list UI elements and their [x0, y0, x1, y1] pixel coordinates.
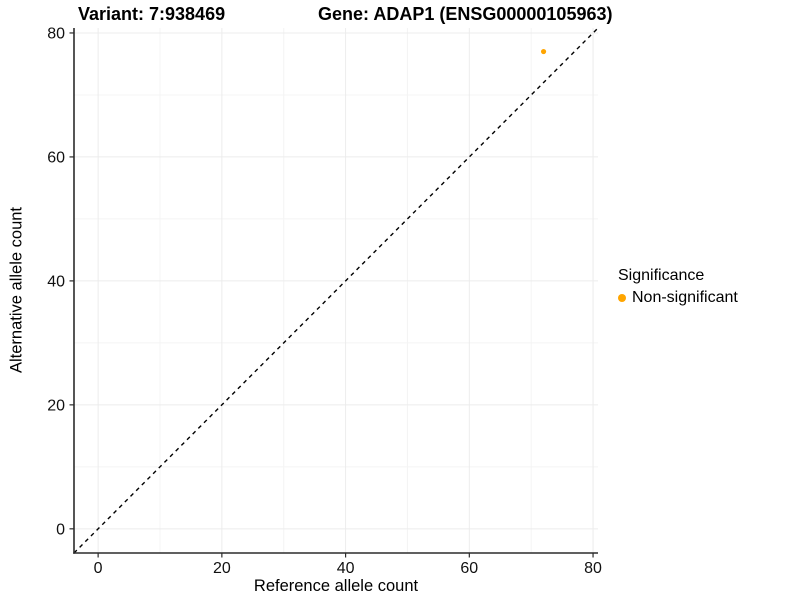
x-tick-label: 0 — [94, 560, 103, 577]
data-point — [540, 48, 547, 55]
x-tick-label: 20 — [213, 560, 231, 577]
legend: Significance Non-significant — [618, 267, 738, 307]
x-axis-title: Reference allele count — [253, 577, 419, 595]
y-axis-title: Alternative allele count — [7, 206, 26, 374]
chart-title-variant: Variant: 7:938469 — [78, 4, 226, 24]
legend-item-non-significant: Non-significant — [618, 289, 738, 307]
identity-line — [73, 27, 599, 554]
y-tick-label: 0 — [56, 521, 65, 538]
x-tick-label: 40 — [337, 560, 355, 577]
y-tick-label: 60 — [47, 149, 65, 166]
legend-title: Significance — [618, 267, 705, 284]
y-tick-label: 40 — [47, 273, 65, 290]
legend-item-label: Non-significant — [632, 289, 738, 306]
y-tick-label: 20 — [47, 397, 65, 414]
chart-title-gene: Gene: ADAP1 (ENSG00000105963) — [318, 4, 613, 24]
x-tick-label: 60 — [460, 560, 478, 577]
x-tick-label: 80 — [584, 560, 602, 577]
y-tick-label: 80 — [47, 25, 65, 42]
legend-point-swatch — [618, 294, 626, 302]
